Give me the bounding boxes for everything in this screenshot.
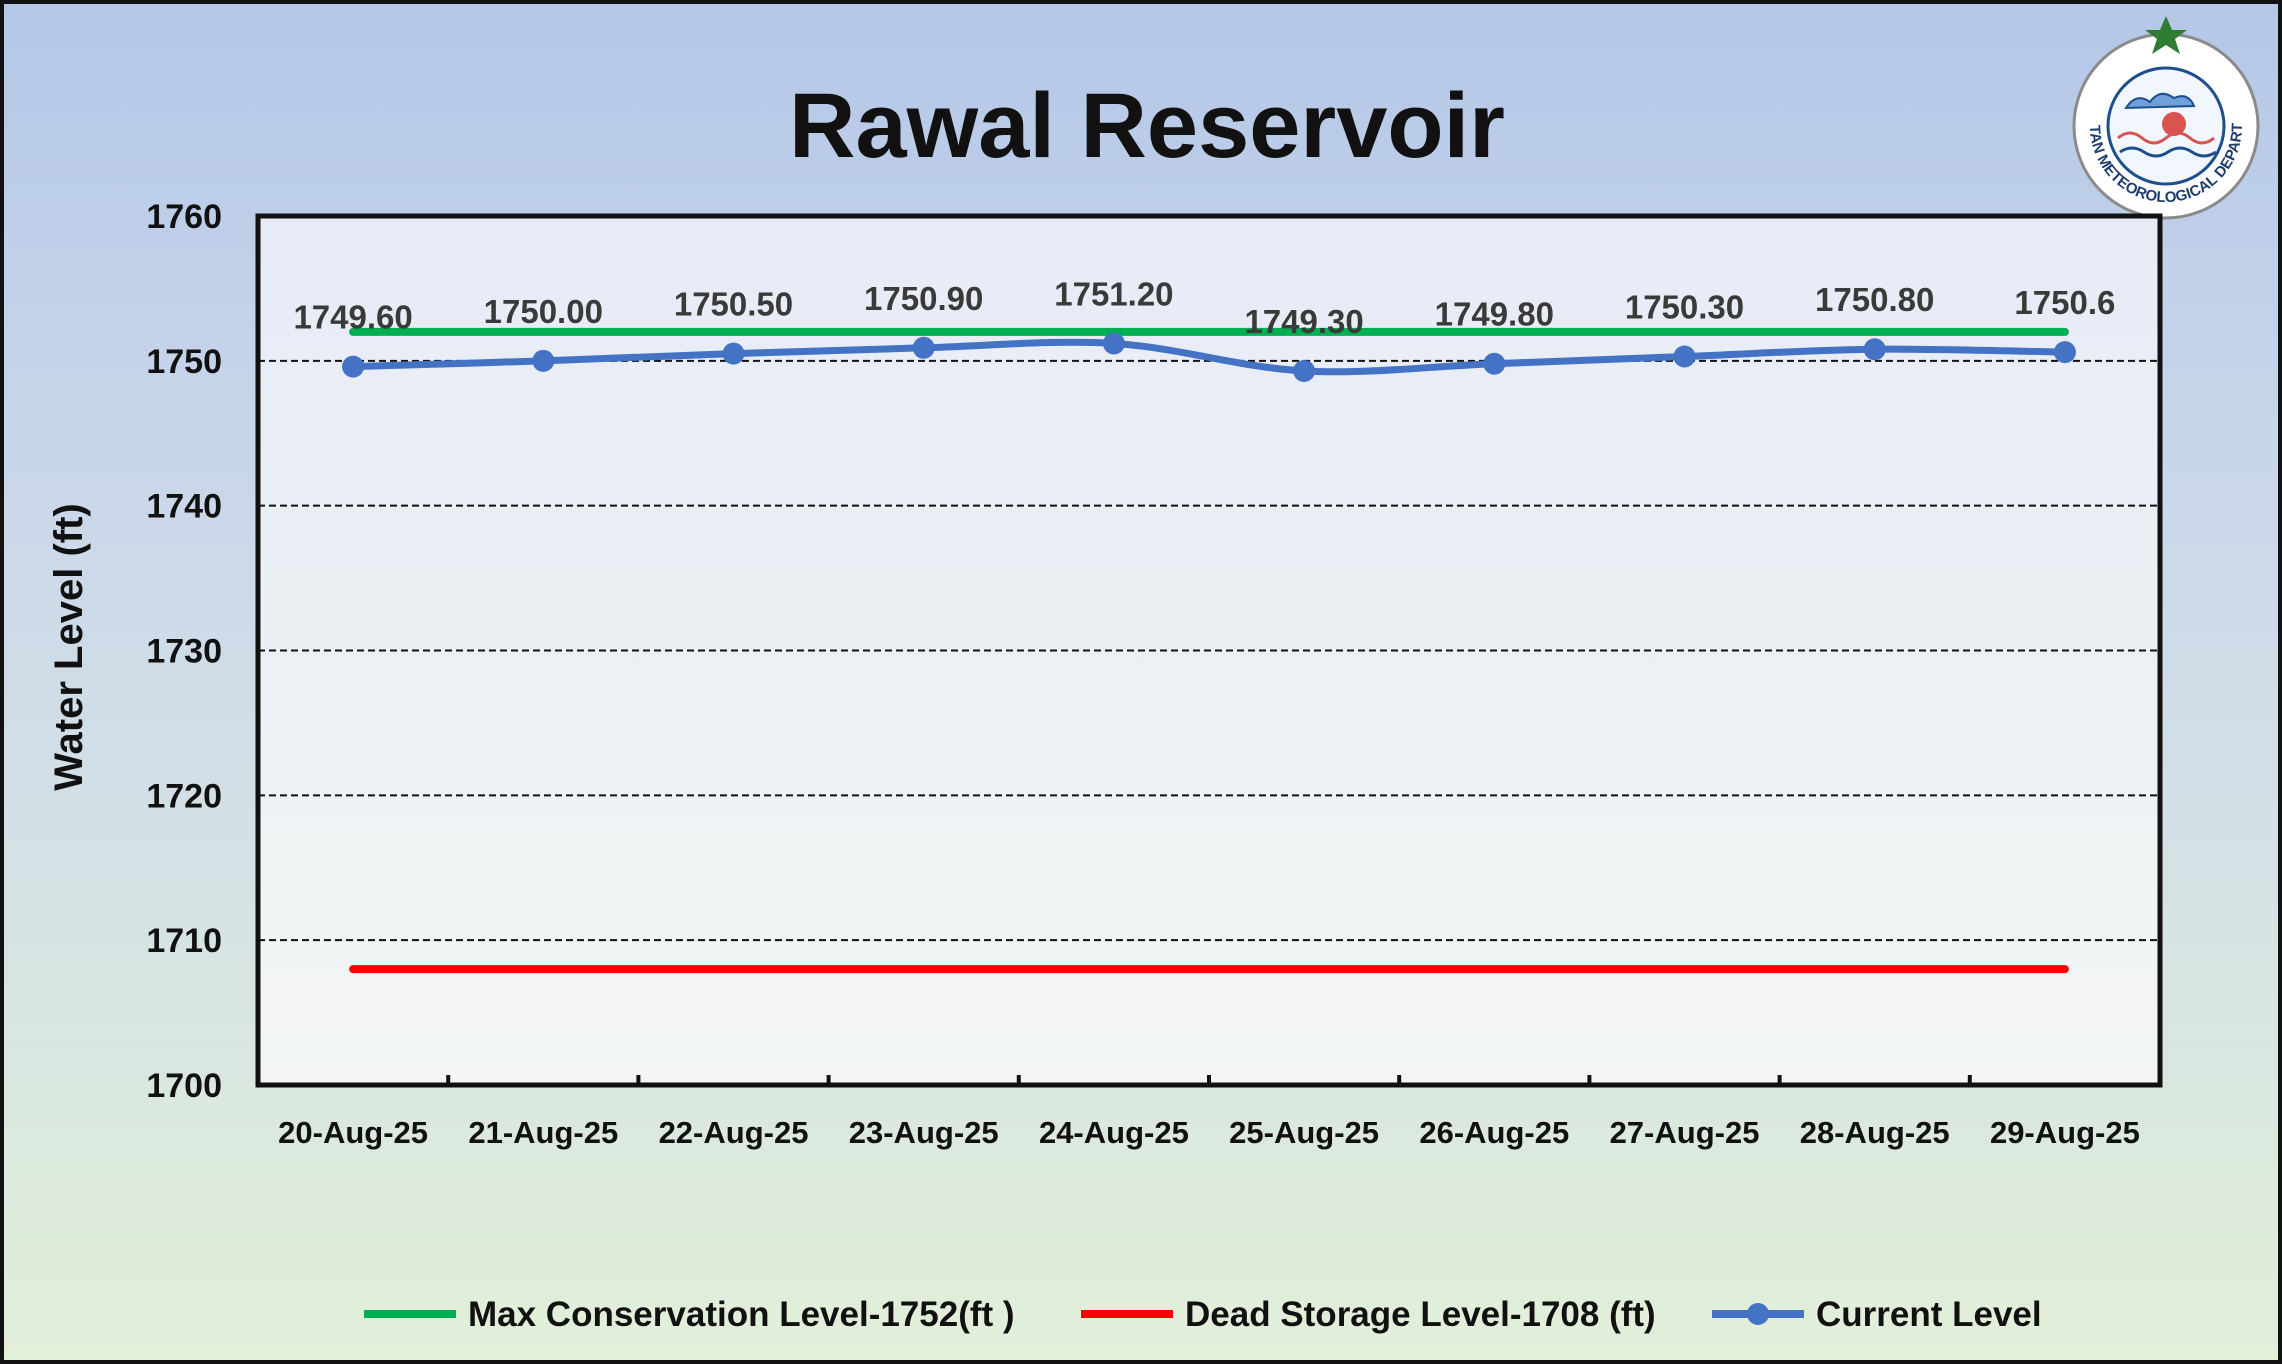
chart-canvas: Rawal Reservoir PAKISTAN METEOROLOGICAL …	[47, 16, 2260, 1334]
x-tick-label: 21-Aug-25	[468, 1115, 618, 1150]
data-point	[1102, 332, 1125, 355]
x-axis-ticks: 20-Aug-25 21-Aug-25 22-Aug-25 23-Aug-25 24-A…	[278, 1075, 2140, 1150]
legend-label: Max Conservation Level-1752(ft )	[468, 1295, 1015, 1334]
data-point	[1483, 352, 1506, 375]
data-point	[1863, 338, 1886, 361]
y-axis-ticks: 1700 1710 1720 1730 1740 1750 1760	[146, 198, 222, 1105]
y-tick-label: 1700	[146, 1067, 222, 1105]
x-tick-label: 28-Aug-25	[1800, 1115, 1950, 1150]
data-label: 1750.90	[864, 280, 983, 317]
data-label: 1750.30	[1625, 288, 1744, 325]
data-point	[912, 336, 935, 359]
series-layer	[342, 327, 2076, 974]
x-tick-label: 26-Aug-25	[1419, 1115, 1569, 1150]
x-tick-label: 23-Aug-25	[849, 1115, 999, 1150]
y-axis-label: Water Level (ft)	[47, 503, 91, 790]
plot-border	[255, 213, 2163, 1088]
data-point	[722, 342, 745, 365]
legend-marker	[1747, 1303, 1769, 1325]
data-point	[1293, 359, 1316, 382]
data-point	[532, 349, 555, 372]
data-label: 1751.20	[1054, 275, 1173, 312]
series-line-2	[349, 338, 2069, 376]
data-label: 1750.00	[484, 293, 603, 330]
data-label: 1750.50	[674, 286, 793, 323]
data-point	[2053, 341, 2076, 364]
pakistan-meteorological-department-logo-icon: PAKISTAN METEOROLOGICAL DEPARTMENT	[2072, 16, 2260, 220]
data-label: 1750.80	[1815, 281, 1934, 318]
y-tick-label: 1730	[146, 633, 222, 671]
x-tick-label: 25-Aug-25	[1229, 1115, 1379, 1150]
x-tick-label: 27-Aug-25	[1610, 1115, 1760, 1150]
data-label: 1749.30	[1244, 303, 1363, 340]
legend: Max Conservation Level-1752(ft ) Dead Sto…	[364, 1295, 2042, 1334]
data-point	[1673, 345, 1696, 368]
data-labels: 1749.60 1750.00 1750.50 1750.90 1751.20 1749.…	[293, 275, 2115, 340]
y-tick-label: 1750	[146, 343, 222, 381]
y-tick-label: 1760	[146, 198, 222, 236]
x-tick-label: 22-Aug-25	[659, 1115, 809, 1150]
data-label: 1749.60	[293, 299, 412, 336]
x-tick-label: 29-Aug-25	[1990, 1115, 2140, 1150]
data-label: 1750.6	[2014, 284, 2115, 321]
y-tick-label: 1720	[146, 777, 222, 815]
legend-label: Dead Storage Level-1708 (ft)	[1185, 1295, 1656, 1334]
x-tick-label: 24-Aug-25	[1039, 1115, 1189, 1150]
legend-label: Current Level	[1816, 1295, 2042, 1334]
data-label: 1749.80	[1435, 296, 1554, 333]
chart-title: Rawal Reservoir	[789, 75, 1505, 177]
data-point	[342, 355, 365, 378]
y-tick-label: 1740	[146, 488, 222, 526]
y-tick-label: 1710	[146, 922, 222, 960]
x-tick-label: 20-Aug-25	[278, 1115, 428, 1150]
